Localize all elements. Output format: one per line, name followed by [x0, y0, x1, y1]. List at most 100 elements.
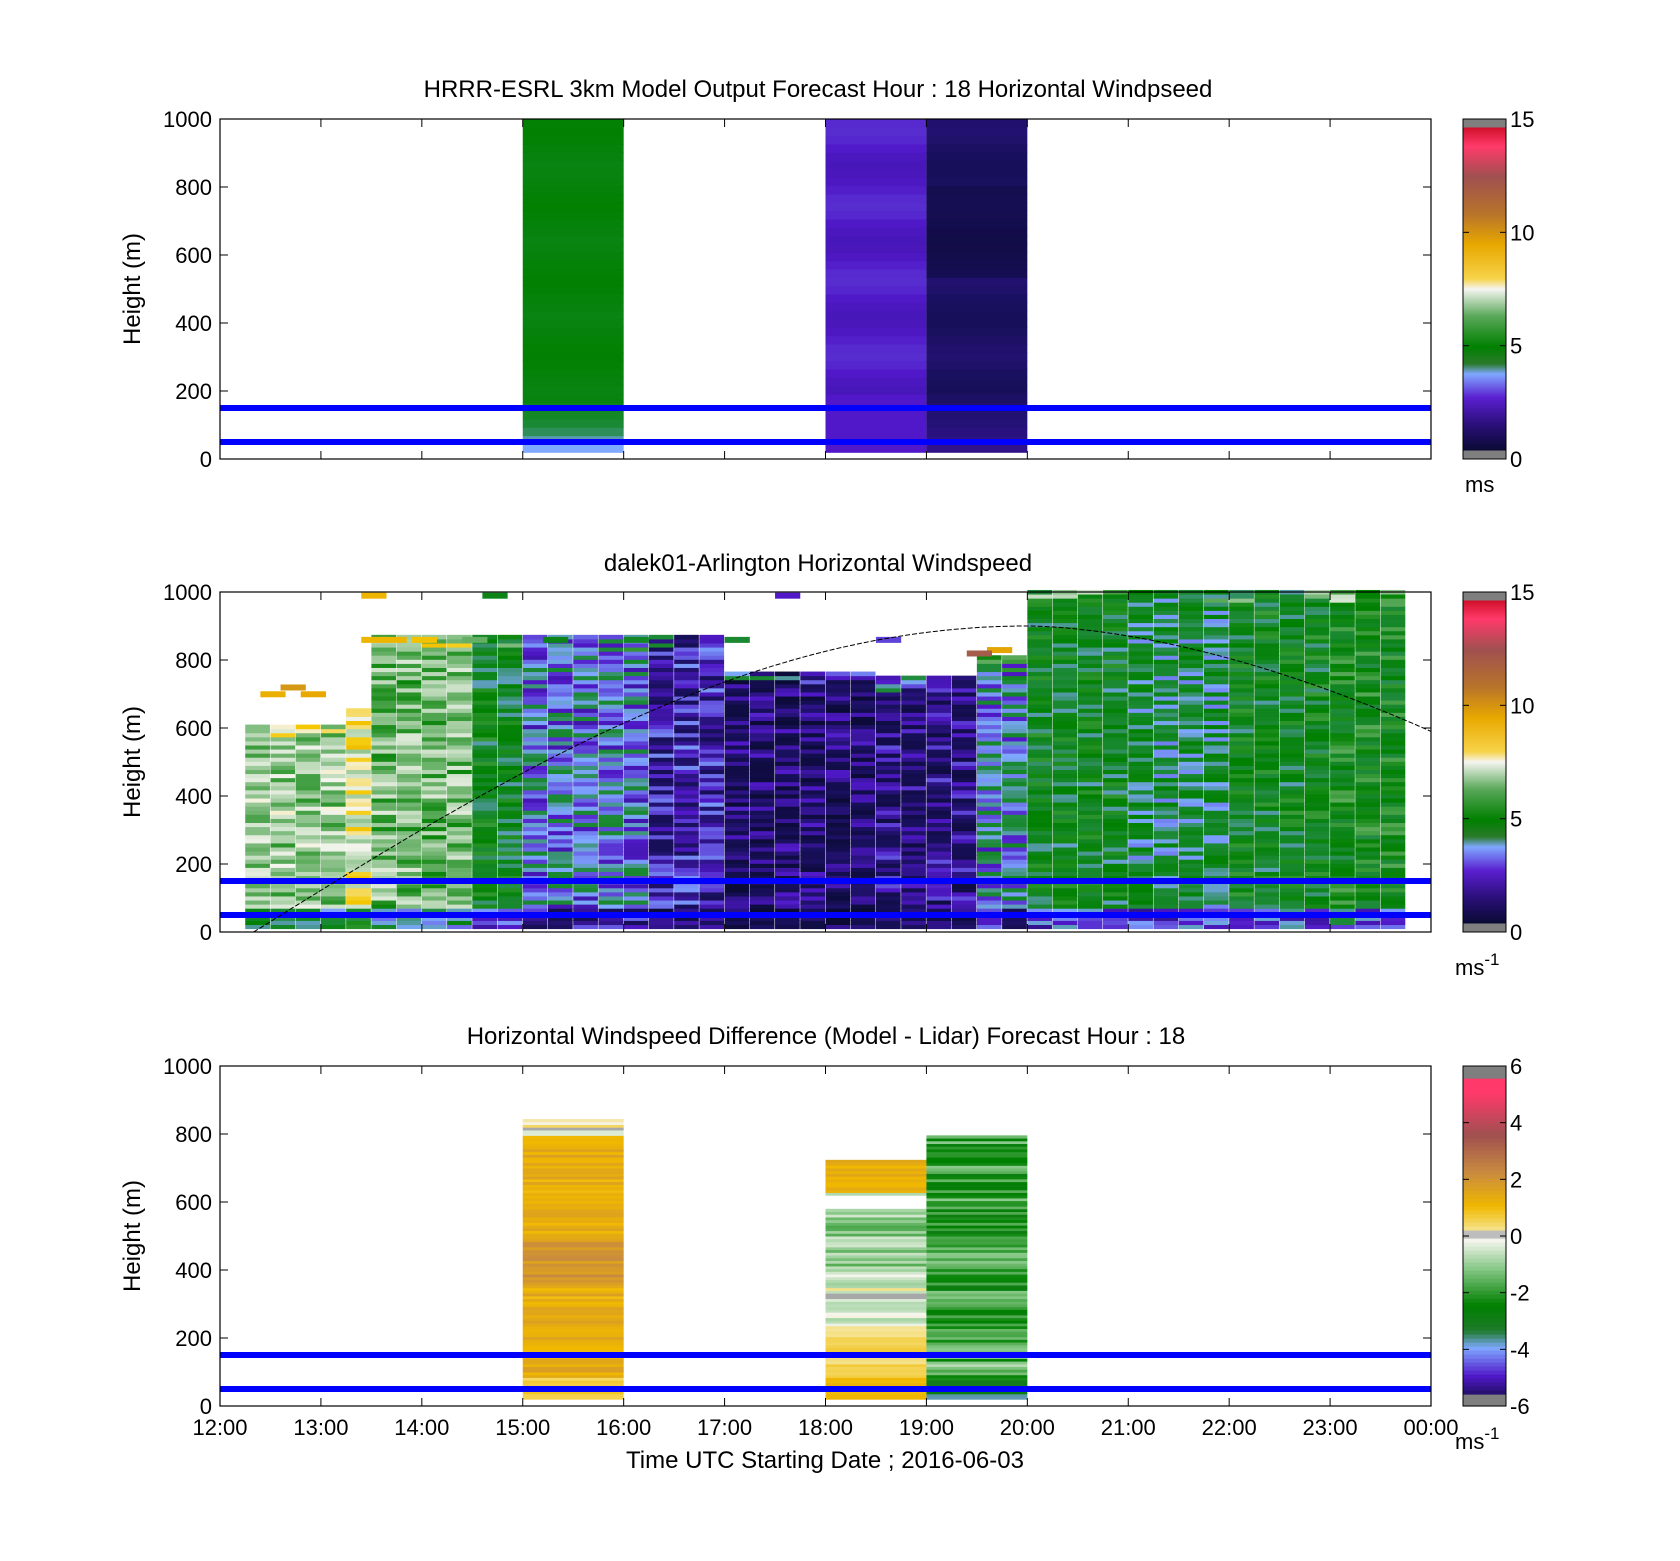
lidar-cell — [775, 859, 800, 864]
lidar-cell — [825, 798, 851, 803]
lidar-cell — [976, 687, 1002, 693]
lidar-cell — [598, 769, 624, 775]
diff-cell — [522, 1282, 624, 1286]
lidar-cell — [421, 724, 447, 730]
colorbar-segment — [1463, 1258, 1506, 1263]
lidar-cell — [346, 736, 371, 742]
lidar-cell — [674, 651, 699, 656]
lidar-cell — [850, 867, 876, 872]
lidar-cell — [295, 855, 321, 860]
lidar-cell — [573, 891, 598, 897]
lidar-cell — [875, 636, 902, 643]
lidar-cell — [951, 757, 977, 762]
lidar-cell — [674, 667, 699, 673]
lidar-cell — [800, 757, 825, 762]
lidar-cell — [1052, 920, 1078, 926]
lidar-cell — [497, 871, 523, 877]
colorbar-tick-label: 15 — [1510, 580, 1534, 605]
colorbar-segment — [1463, 1134, 1506, 1139]
lidar-cell — [699, 663, 725, 668]
diff-cell — [825, 1178, 927, 1183]
lidar-cell — [623, 696, 649, 701]
lidar-cell — [371, 920, 397, 926]
lidar-cell — [749, 724, 775, 730]
lidar-cell — [1229, 732, 1254, 738]
lidar-cell — [1128, 720, 1153, 726]
lidar-cell — [447, 765, 472, 770]
lidar-cell — [522, 683, 548, 689]
lidar-cell — [472, 663, 498, 668]
diff-cell — [522, 1140, 624, 1145]
lidar-cell — [547, 875, 573, 881]
lidar-cell — [421, 855, 447, 860]
lidar-cell — [346, 789, 371, 795]
model-cell — [825, 302, 927, 312]
lidar-cell — [472, 745, 498, 750]
lidar-cell — [421, 651, 447, 656]
lidar-cell — [699, 818, 725, 824]
lidar-cell — [1279, 900, 1305, 905]
lidar-cell — [875, 785, 901, 791]
lidar-cell — [648, 826, 674, 832]
lidar-cell — [901, 781, 926, 787]
diff-cell — [926, 1287, 1028, 1291]
lidar-cell — [1330, 769, 1355, 775]
lidar-cell — [1304, 781, 1330, 787]
lidar-cell — [1077, 765, 1103, 770]
lidar-cell — [1027, 757, 1053, 762]
diff-cell — [825, 1396, 927, 1400]
lidar-cell — [270, 745, 296, 750]
lidar-cell — [901, 777, 926, 783]
lidar-cell — [421, 851, 447, 856]
diff-cell — [522, 1222, 624, 1226]
lidar-cell — [926, 834, 952, 840]
lidar-cell — [371, 900, 397, 905]
lidar-cell — [1077, 859, 1103, 864]
diff-cell — [926, 1358, 1028, 1362]
lidar-cell — [1279, 691, 1305, 697]
lidar-cell — [825, 675, 851, 681]
model-cell — [825, 127, 927, 137]
lidar-cell — [346, 757, 371, 762]
lidar-cell — [699, 891, 725, 897]
lidar-cell — [371, 834, 397, 840]
diff-cell — [926, 1140, 1028, 1145]
lidar-cell — [800, 716, 825, 722]
lidar-cell — [396, 671, 422, 677]
lidar-cell — [522, 904, 548, 909]
lidar-cell — [901, 765, 926, 770]
lidar-cell — [497, 773, 523, 779]
lidar-cell — [547, 793, 573, 799]
lidar-cell — [875, 891, 901, 897]
lidar-cell — [951, 765, 977, 770]
model-cell — [926, 227, 1028, 237]
lidar-cell — [901, 822, 926, 828]
lidar-cell — [270, 789, 296, 795]
lidar-cell — [1178, 610, 1204, 615]
lidar-cell — [901, 716, 926, 722]
lidar-cell — [396, 720, 422, 726]
lidar-cell — [699, 687, 725, 693]
diff-cell — [522, 1312, 624, 1316]
lidar-cell — [1203, 777, 1229, 783]
lidar-cell — [1254, 863, 1280, 868]
colorbar-tick-label: 4 — [1510, 1111, 1522, 1136]
lidar-cell — [346, 916, 371, 921]
lidar-cell — [497, 802, 523, 807]
lidar-cell — [775, 891, 800, 897]
lidar-cell — [1077, 830, 1103, 836]
lidar-cell — [411, 636, 437, 643]
lidar-cell — [850, 855, 876, 860]
lidar-cell — [447, 806, 472, 811]
lidar-cell — [396, 716, 422, 722]
lidar-cell — [800, 691, 825, 697]
model-cell — [522, 393, 624, 403]
lidar-cell — [1128, 818, 1153, 824]
lidar-cell — [1077, 875, 1103, 881]
lidar-cell — [749, 895, 775, 901]
colorbar-segment — [1463, 1330, 1506, 1335]
lidar-cell — [295, 814, 321, 819]
lidar-cell — [1203, 712, 1229, 717]
lidar-cell — [976, 883, 1002, 889]
panel-diff-plot — [220, 1119, 1431, 1400]
